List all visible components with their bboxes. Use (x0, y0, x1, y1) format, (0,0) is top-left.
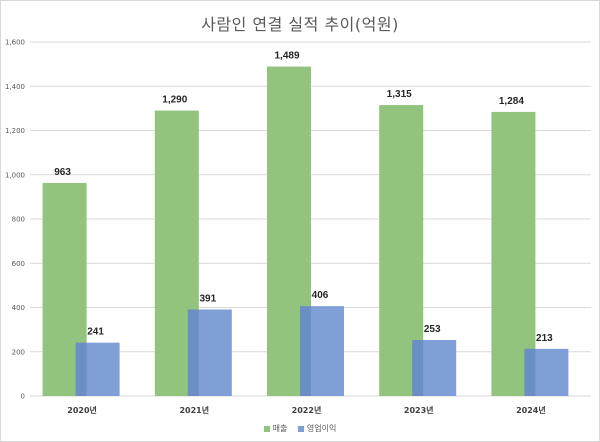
data-label-sales: 1,489 (274, 51, 299, 62)
x-category-label: 2020년 (67, 405, 97, 415)
data-label-sales: 1,284 (499, 96, 524, 107)
y-tick-label: 1,000 (5, 171, 25, 179)
data-label-sales: 1,290 (162, 95, 187, 106)
legend-item-operating-profit: 영업이익 (297, 423, 337, 434)
x-axis-categories: 2020년 2021년 2022년 2023년 2024년 (67, 405, 545, 415)
data-label-sales: 963 (54, 167, 71, 178)
legend-swatch-operating-profit (297, 425, 304, 432)
y-tick-label: 200 (12, 348, 25, 356)
y-tick-label: 800 (12, 216, 25, 224)
y-tick-label: 1,400 (5, 83, 25, 91)
data-label-operating-profit: 213 (536, 333, 553, 344)
data-label-sales: 1,315 (387, 89, 412, 100)
x-category-label: 2024년 (516, 405, 546, 415)
legend-label-sales: 매출 (272, 424, 288, 433)
bar-overlap (412, 340, 424, 396)
bars (42, 66, 569, 397)
legend-swatch-sales (263, 425, 270, 432)
bar-overlap (300, 306, 311, 396)
x-category-label: 2022년 (292, 405, 322, 415)
x-category-label: 2021년 (179, 405, 209, 415)
y-tick-label: 400 (12, 304, 25, 312)
bar-overlap (187, 309, 199, 396)
legend-label-operating-profit: 영업이익 (306, 424, 337, 433)
data-labels: 963 241 1,290 391 1,489 406 1,315 253 1,284 213 (54, 51, 553, 344)
x-category-label: 2023년 (404, 405, 434, 415)
data-label-operating-profit: 391 (199, 293, 216, 304)
legend-item-sales: 매출 (263, 423, 288, 434)
y-tick-label: 600 (12, 260, 25, 268)
chart-title: 사람인 연결 실적 추이(억원) (201, 15, 399, 34)
data-label-operating-profit: 253 (424, 324, 441, 335)
y-tick-label: 1,600 (5, 39, 25, 47)
data-label-operating-profit: 241 (87, 327, 104, 338)
bar-overlap (524, 348, 536, 396)
y-axis-ticks: 0 200 400 600 800 1,000 1,200 1,400 1,600 (5, 39, 25, 401)
legend: 매출 영업이익 (1, 423, 599, 434)
bar-sales (491, 111, 536, 396)
y-tick-label: 1,200 (5, 127, 25, 135)
y-tick-label: 0 (21, 393, 25, 401)
bar-overlap (75, 342, 87, 396)
data-label-operating-profit: 406 (312, 290, 329, 301)
